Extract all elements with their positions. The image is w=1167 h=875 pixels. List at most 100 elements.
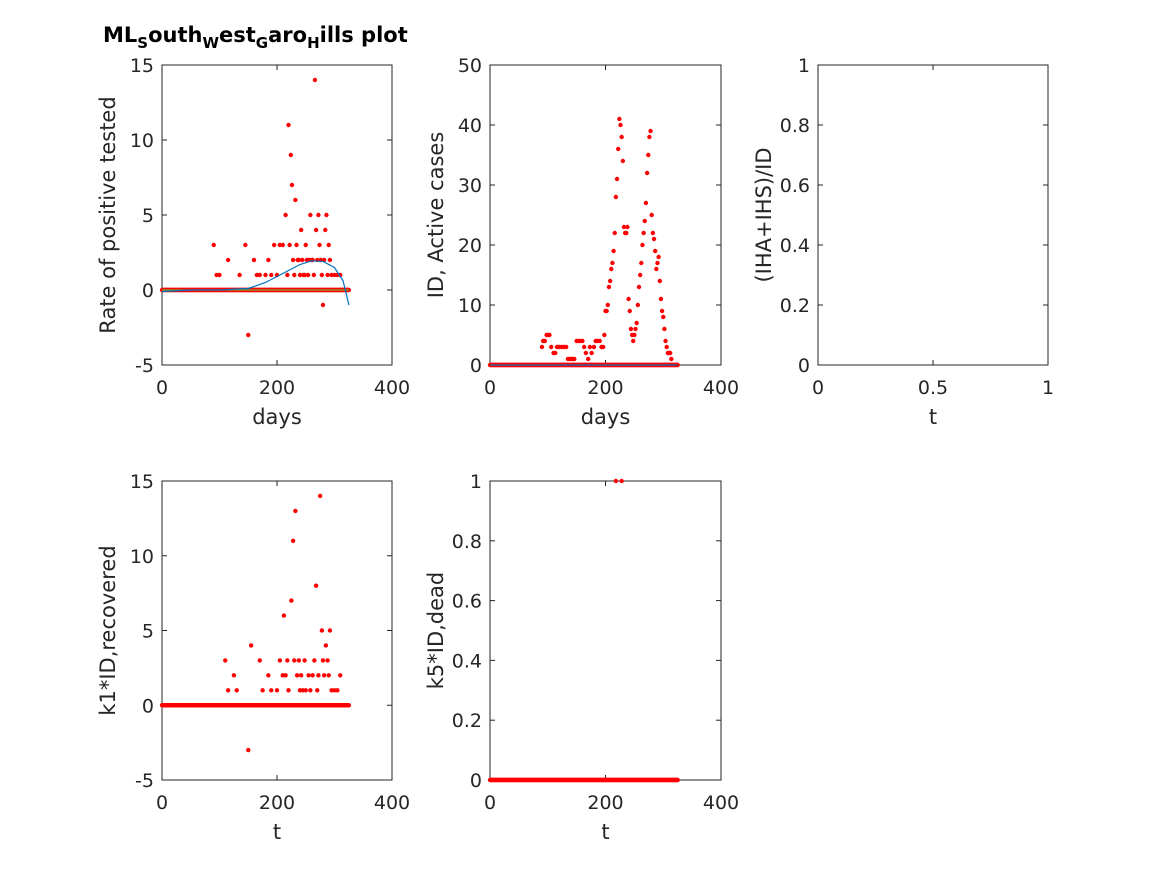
- data-point: [613, 194, 619, 200]
- data-point: [581, 344, 587, 350]
- data-point: [290, 538, 296, 543]
- y-tick-label: 0: [142, 695, 154, 717]
- data-point: [597, 338, 602, 344]
- data-point: [297, 272, 303, 278]
- data-point: [616, 146, 621, 152]
- data-point: [285, 272, 290, 278]
- y-tick-label: 1: [798, 55, 810, 77]
- y-tick-label: 0: [142, 280, 154, 302]
- data-point: [667, 350, 673, 356]
- x-axis-label: t: [273, 820, 281, 844]
- data-point: [647, 134, 652, 140]
- y-tick-label: 0: [798, 355, 810, 377]
- data-point: [325, 658, 330, 663]
- data-point: [591, 344, 597, 350]
- x-tick-label: 200: [587, 792, 623, 814]
- data-point: [320, 658, 326, 663]
- y-tick-label: 40: [458, 115, 482, 137]
- data-point: [624, 230, 629, 236]
- data-point: [225, 257, 231, 263]
- data-point: [303, 242, 308, 248]
- x-tick-label: 400: [374, 377, 410, 399]
- data-point: [607, 278, 613, 284]
- x-tick-label: 200: [587, 377, 623, 399]
- y-tick-label: 5: [142, 621, 154, 643]
- y-tick-label: 1: [470, 471, 482, 493]
- data-point: [650, 230, 656, 236]
- y-tick-label: 10: [130, 130, 154, 152]
- data-point: [319, 272, 325, 278]
- data-point: [618, 122, 623, 128]
- data-point: [611, 248, 616, 254]
- x-tick-label: 400: [374, 792, 410, 814]
- y-axis-label: k1*ID,recovered: [96, 545, 120, 715]
- data-point: [610, 260, 615, 266]
- x-tick-label: 0: [156, 792, 168, 814]
- y-tick-label: 0: [470, 355, 482, 377]
- data-point: [271, 242, 277, 248]
- data-point: [257, 272, 262, 278]
- data-point: [619, 478, 624, 484]
- title-subscript: W: [202, 34, 219, 52]
- data-point: [652, 248, 658, 254]
- y-axis-label: Rate of positive tested: [96, 96, 120, 333]
- data-point: [246, 747, 251, 753]
- data-point: [316, 212, 321, 218]
- data-point: [602, 332, 607, 338]
- data-point: [310, 673, 315, 678]
- data-point: [633, 326, 638, 332]
- title-text: ills plot: [320, 23, 408, 47]
- data-point: [658, 296, 664, 302]
- data-point: [657, 278, 662, 284]
- data-point: [572, 356, 577, 362]
- title-text: ML: [103, 23, 137, 47]
- data-point: [313, 583, 319, 588]
- series-points: [487, 478, 680, 783]
- data-point: [609, 266, 614, 272]
- title-subscript: H: [307, 34, 320, 52]
- data-point: [269, 688, 274, 693]
- data-point: [217, 272, 222, 278]
- data-point: [617, 116, 622, 122]
- y-tick-label: -5: [135, 770, 154, 792]
- data-point: [286, 122, 291, 128]
- x-tick-label: 400: [703, 792, 739, 814]
- data-point: [263, 272, 268, 278]
- data-point: [675, 777, 680, 783]
- data-point: [323, 643, 329, 648]
- y-tick-label: 0.4: [780, 235, 810, 257]
- data-point: [583, 350, 589, 356]
- data-point: [589, 350, 594, 356]
- y-tick-label: 5: [142, 205, 154, 227]
- data-point: [292, 272, 297, 278]
- y-tick-label: 0.4: [452, 650, 482, 672]
- data-point: [626, 296, 631, 302]
- y-tick-label: 0: [470, 770, 482, 792]
- data-point: [294, 673, 300, 678]
- data-point: [542, 338, 548, 344]
- data-point: [296, 257, 302, 263]
- data-point: [325, 272, 330, 278]
- data-point: [664, 344, 669, 350]
- x-tick-label: 1: [1042, 377, 1054, 399]
- data-point: [606, 284, 612, 290]
- data-point: [580, 338, 585, 344]
- subplot-p3: 0 0.5 1 0 0.2 0.4 0.6 0.8 1 t (IHA+IHS)/ID: [752, 55, 1054, 429]
- series-points: [159, 493, 352, 753]
- title-subscript: S: [137, 34, 148, 52]
- data-point: [632, 332, 637, 338]
- data-point: [321, 673, 327, 678]
- data-point: [211, 242, 216, 248]
- data-point: [269, 272, 274, 278]
- data-point: [280, 242, 285, 248]
- data-point: [311, 272, 316, 278]
- data-point: [651, 236, 657, 242]
- data-point: [612, 230, 617, 236]
- data-point: [300, 257, 305, 263]
- data-point: [319, 628, 325, 633]
- y-tick-label: 0.6: [780, 175, 810, 197]
- data-point: [298, 227, 304, 233]
- data-point: [313, 227, 319, 233]
- data-point: [237, 272, 242, 278]
